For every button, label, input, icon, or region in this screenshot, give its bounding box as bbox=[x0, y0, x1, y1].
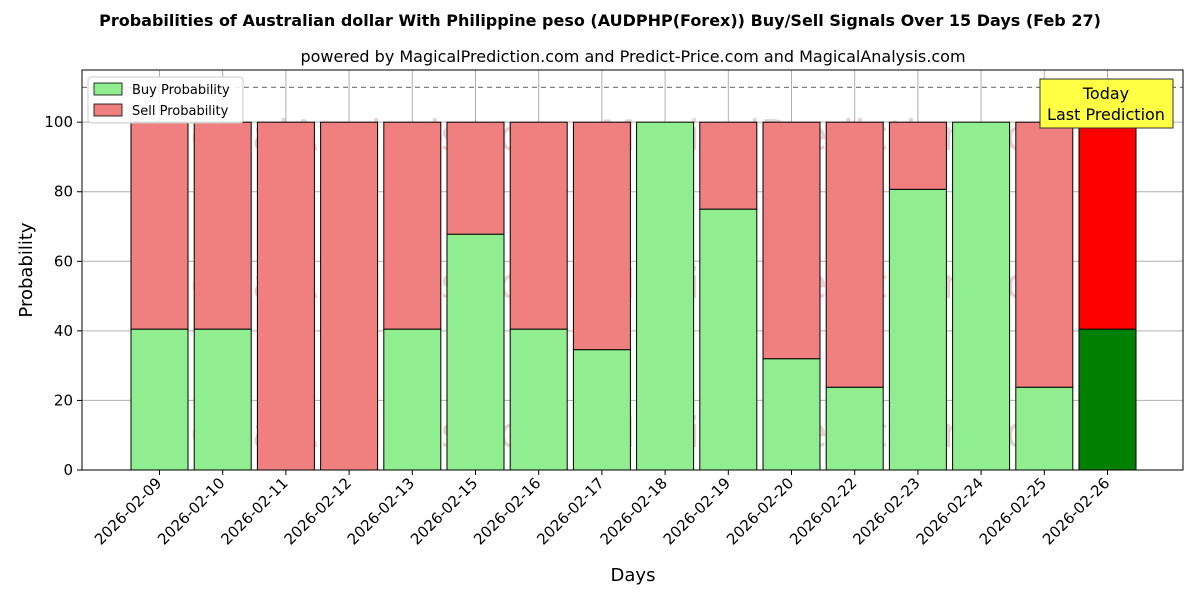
x-tick-label-2026-02-22: 2026-02-22 bbox=[786, 474, 860, 548]
bar-sell-2026-02-23 bbox=[888, 121, 947, 190]
bar-sell-2026-02-13 bbox=[383, 121, 442, 330]
bar-buy-2026-02-09 bbox=[130, 328, 189, 471]
bar-sell-2026-02-22 bbox=[825, 121, 884, 388]
bars bbox=[130, 121, 1137, 471]
bar-buy-2026-02-17 bbox=[572, 349, 631, 471]
bar-sell-2026-02-10 bbox=[193, 121, 252, 330]
y-tick-label-100: 100 bbox=[44, 113, 73, 131]
plot-frame bbox=[81, 69, 1184, 471]
x-tick-label-2026-02-16: 2026-02-16 bbox=[470, 474, 544, 548]
chart-subtitle: powered by MagicalPrediction.com and Pre… bbox=[300, 47, 965, 66]
bar-sell-2026-02-20 bbox=[762, 121, 821, 360]
x-tick-label-2026-02-23: 2026-02-23 bbox=[849, 474, 923, 548]
x-tick-label-2026-02-19: 2026-02-19 bbox=[660, 474, 734, 548]
y-axis: 0 20 40 60 80 100 bbox=[44, 113, 82, 479]
bar-sell-2026-02-25 bbox=[1015, 121, 1074, 388]
bar-buy-2026-02-19 bbox=[699, 208, 758, 471]
x-axis: 2026-02-092026-02-102026-02-112026-02-12… bbox=[91, 470, 1113, 548]
x-tick-label-2026-02-18: 2026-02-18 bbox=[597, 474, 671, 548]
bar-buy-2026-02-10 bbox=[193, 328, 252, 471]
bar-buy-2026-02-25 bbox=[1015, 386, 1074, 471]
annotation-box bbox=[1039, 78, 1174, 129]
bar-buy-2026-02-16 bbox=[509, 328, 568, 471]
annotation-line2: Last Prediction bbox=[1047, 105, 1165, 124]
x-axis-label: Days bbox=[611, 565, 656, 586]
y-tick-label-20: 20 bbox=[54, 391, 73, 409]
bar-sell-2026-02-16 bbox=[509, 121, 568, 330]
bar-sell-2026-02-26 bbox=[1078, 121, 1137, 330]
bar-buy-2026-02-13 bbox=[383, 328, 442, 471]
bar-buy-2026-02-23 bbox=[888, 188, 947, 471]
bar-buy-2026-02-22 bbox=[825, 386, 884, 471]
x-tick-label-2026-02-13: 2026-02-13 bbox=[344, 474, 418, 548]
y-tick-label-80: 80 bbox=[54, 183, 73, 201]
x-tick-label-2026-02-25: 2026-02-25 bbox=[976, 474, 1050, 548]
x-tick-label-2026-02-09: 2026-02-09 bbox=[91, 474, 165, 548]
x-tick-label-2026-02-11: 2026-02-11 bbox=[217, 474, 291, 548]
y-tick-label-0: 0 bbox=[63, 461, 73, 479]
y-axis-label: Probability bbox=[16, 222, 37, 317]
x-tick-label-2026-02-15: 2026-02-15 bbox=[407, 474, 481, 548]
legend-label-buy: Buy Probability bbox=[132, 83, 230, 98]
bar-sell-2026-02-09 bbox=[130, 121, 189, 330]
bar-buy-2026-02-26 bbox=[1078, 328, 1137, 471]
x-tick-label-2026-02-17: 2026-02-17 bbox=[533, 474, 607, 548]
today-annotation: Today Last Prediction bbox=[1039, 78, 1174, 129]
bar-sell-2026-02-17 bbox=[572, 121, 631, 351]
bar-buy-2026-02-20 bbox=[762, 358, 821, 471]
bar-sell-2026-02-12 bbox=[320, 121, 379, 471]
y-tick-label-40: 40 bbox=[54, 322, 73, 340]
bar-sell-2026-02-19 bbox=[699, 121, 758, 210]
x-tick-label-2026-02-20: 2026-02-20 bbox=[723, 474, 797, 548]
legend-box bbox=[87, 76, 244, 124]
x-tick-label-2026-02-26: 2026-02-26 bbox=[1039, 474, 1113, 548]
x-tick-label-2026-02-10: 2026-02-10 bbox=[154, 474, 228, 548]
bar-buy-2026-02-24 bbox=[952, 121, 1011, 471]
legend: Buy Probability Sell Probability bbox=[87, 76, 244, 124]
legend-swatch-sell bbox=[93, 103, 123, 117]
y-tick-label-60: 60 bbox=[54, 252, 73, 270]
x-tick-label-2026-02-24: 2026-02-24 bbox=[913, 474, 987, 548]
bar-buy-2026-02-18 bbox=[636, 121, 695, 471]
x-tick-label-2026-02-12: 2026-02-12 bbox=[281, 474, 355, 548]
bar-sell-2026-02-11 bbox=[256, 121, 315, 471]
legend-swatch-buy bbox=[93, 82, 123, 96]
annotation-line1: Today bbox=[1082, 84, 1129, 103]
bar-buy-2026-02-15 bbox=[446, 233, 505, 471]
legend-label-sell: Sell Probability bbox=[132, 104, 229, 119]
chart-title: Probabilities of Australian dollar With … bbox=[99, 11, 1101, 30]
bar-sell-2026-02-15 bbox=[446, 121, 505, 235]
